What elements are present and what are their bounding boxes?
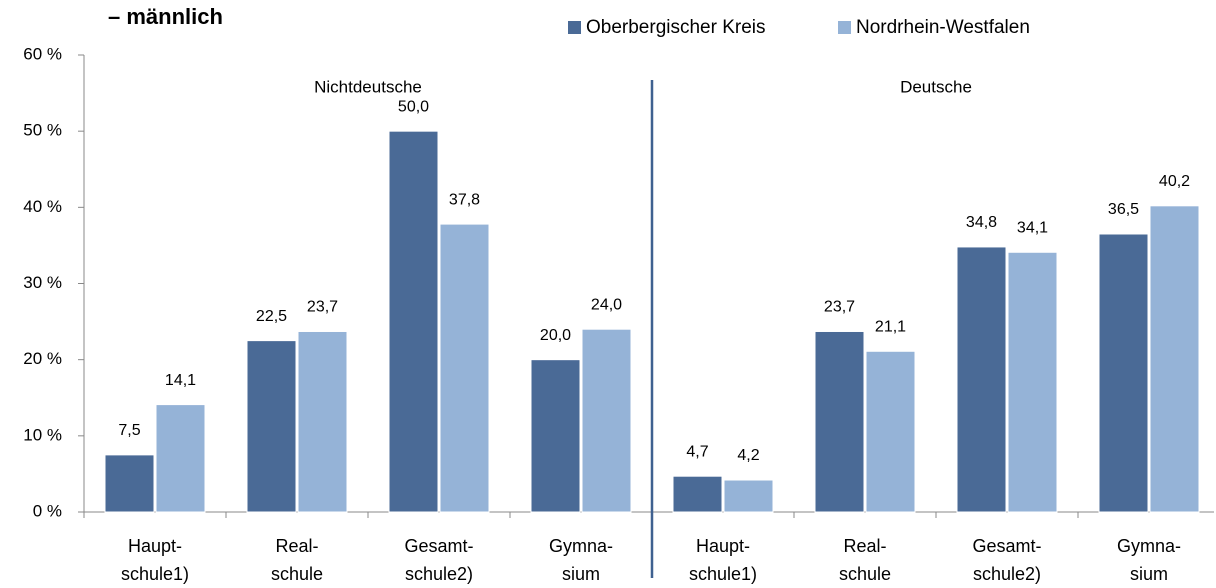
value-label: 7,5 xyxy=(118,422,140,439)
bar xyxy=(814,330,865,513)
bar xyxy=(1149,205,1200,513)
legend-swatch xyxy=(568,21,581,34)
x-tick-label: Real- schule xyxy=(270,536,324,584)
value-label: 4,7 xyxy=(686,443,708,460)
value-label: 20,0 xyxy=(540,327,571,344)
y-tick-label: 0 % xyxy=(33,501,62,520)
x-tick-label: Gymna- sium xyxy=(548,536,613,584)
value-label: 40,2 xyxy=(1159,173,1190,190)
x-tick-label: Gymna- sium xyxy=(1116,536,1181,584)
x-tick-label: Haupt- schule1) xyxy=(120,536,190,584)
x-tick-label: Real- schule xyxy=(838,536,892,584)
group-label: Deutsche xyxy=(900,77,972,96)
bar xyxy=(581,328,632,513)
bar xyxy=(865,350,916,513)
bar xyxy=(388,130,439,513)
value-label: 50,0 xyxy=(398,98,429,115)
bar xyxy=(297,330,348,513)
value-label: 37,8 xyxy=(449,191,480,208)
legend-label: Nordrhein-Westfalen xyxy=(856,17,1030,38)
x-tick-label: Gesamt- schule2) xyxy=(404,536,474,584)
value-label: 21,1 xyxy=(875,319,906,336)
y-tick-label: 40 % xyxy=(23,197,62,216)
bar xyxy=(439,223,490,513)
y-tick-label: 50 % xyxy=(23,121,62,140)
bar xyxy=(104,454,155,513)
legend-swatch xyxy=(838,21,851,34)
bar xyxy=(723,479,774,513)
value-label: 23,7 xyxy=(824,299,855,316)
group-label: Nichtdeutsche xyxy=(314,77,422,96)
y-tick-label: 30 % xyxy=(23,273,62,292)
value-label: 23,7 xyxy=(307,299,338,316)
x-tick-label: Gesamt- schule2) xyxy=(972,536,1042,584)
legend-label: Oberbergischer Kreis xyxy=(586,17,766,38)
value-label: 14,1 xyxy=(165,372,196,389)
value-label: 24,0 xyxy=(591,296,622,313)
x-tick-label: Haupt- schule1) xyxy=(688,536,758,584)
y-tick-label: 60 % xyxy=(23,44,62,63)
value-label: 34,8 xyxy=(966,214,997,231)
value-label: 34,1 xyxy=(1017,219,1048,236)
bar xyxy=(672,475,723,513)
bar xyxy=(530,359,581,513)
value-label: 4,2 xyxy=(737,447,759,464)
value-label: 36,5 xyxy=(1108,201,1139,218)
bar xyxy=(956,246,1007,513)
bar xyxy=(155,404,206,513)
bar xyxy=(246,340,297,513)
chart-title: – männlich xyxy=(108,4,223,29)
bar xyxy=(1007,251,1058,513)
bar xyxy=(1098,233,1149,513)
value-label: 22,5 xyxy=(256,308,287,325)
y-tick-label: 10 % xyxy=(23,425,62,444)
y-tick-label: 20 % xyxy=(23,349,62,368)
